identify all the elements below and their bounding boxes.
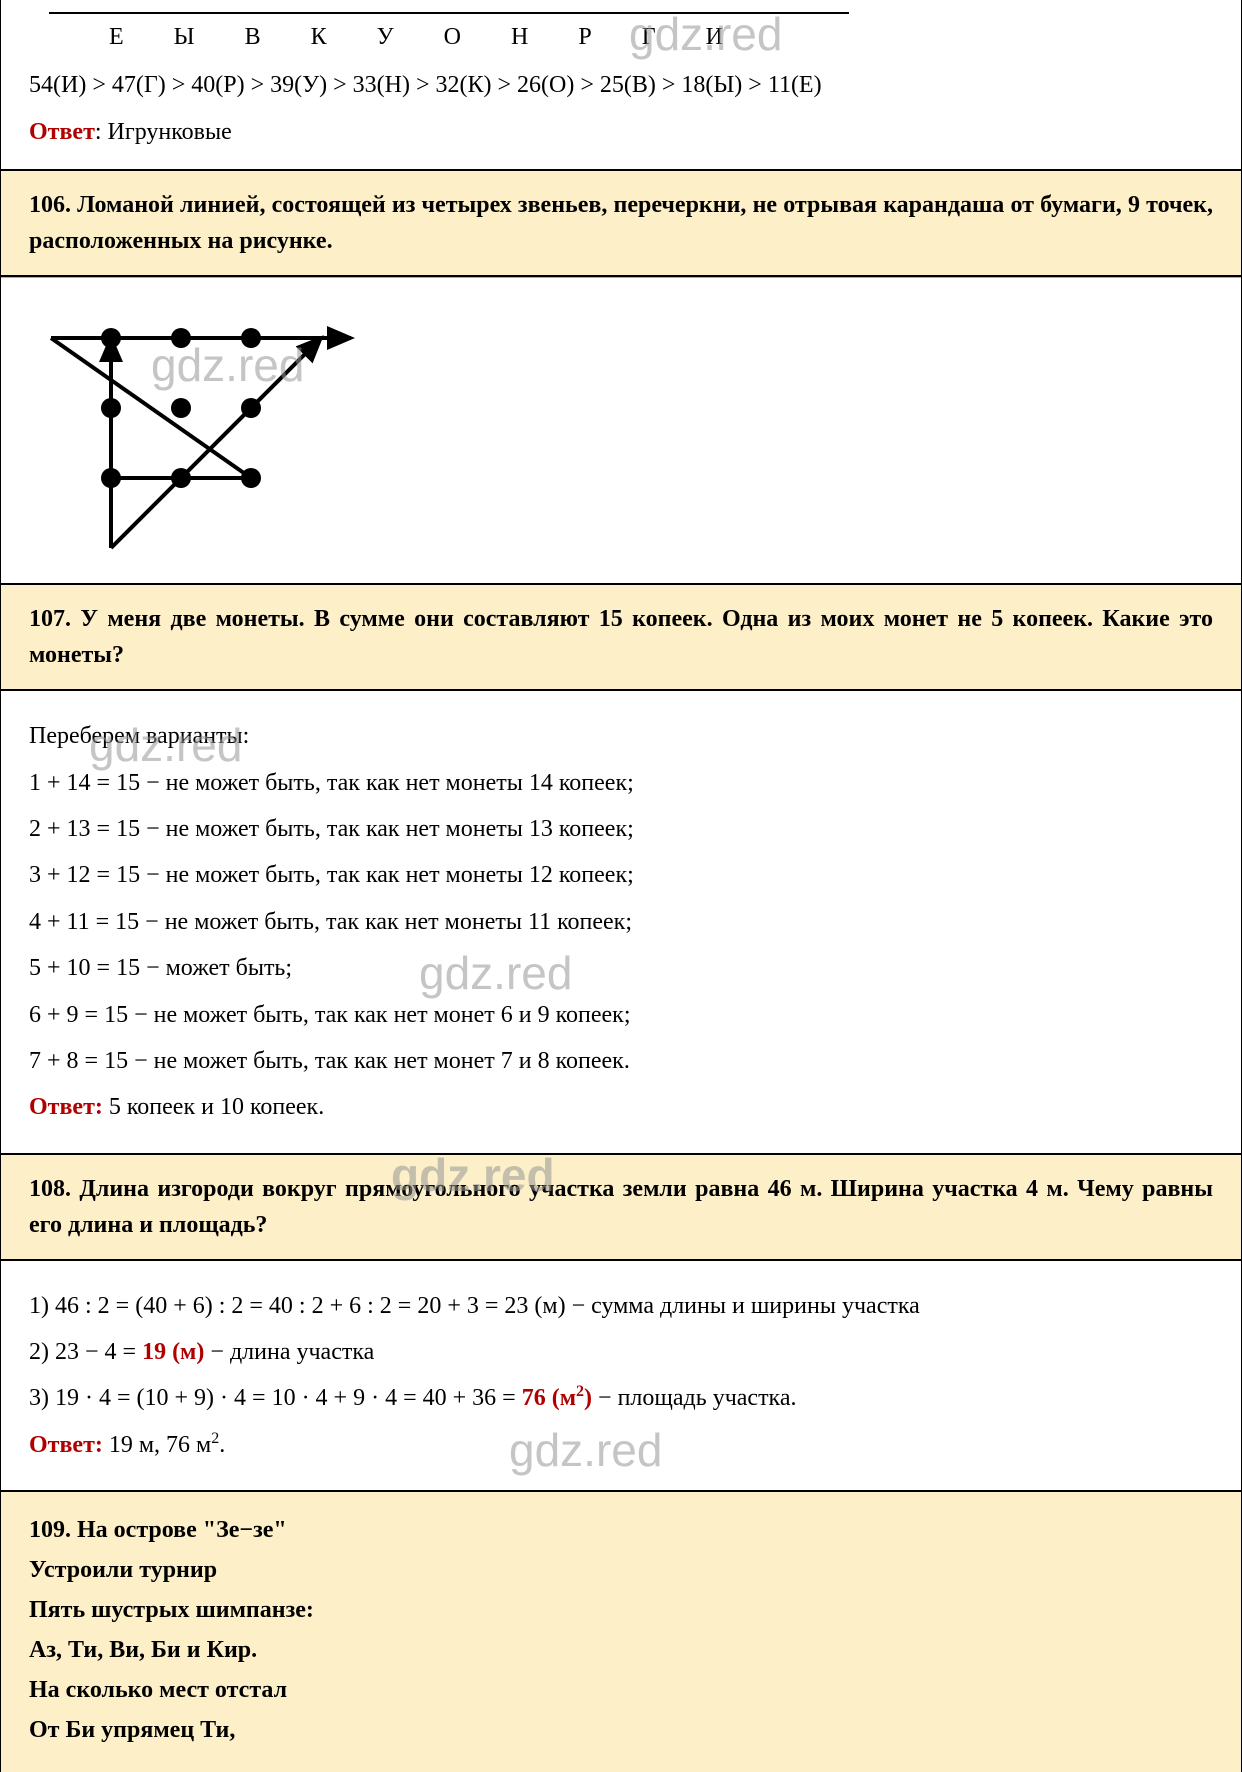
answer-label: Ответ [29,119,95,145]
answer-line: Ответ: 19 м, 76 м2. [29,1426,1213,1464]
letter: У [377,18,394,56]
solution-line: 1) 46 : 2 = (40 + 6) : 2 = 40 : 2 + 6 : … [29,1287,1213,1325]
letter-row: Е Ы В К У О Н Р Г И [29,18,1213,56]
solution-line: 3) 19 · 4 = (10 + 9) · 4 = 10 · 4 + 9 · … [29,1379,1213,1417]
text: − площадь участка. [592,1385,796,1411]
answer-label: Ответ: [29,1432,103,1458]
letter: О [444,18,461,56]
answer-text: : Игрунковые [95,119,232,145]
highlight: 76 (м2) [522,1385,592,1411]
poem-line: От Би упрямец Ти, [29,1712,1213,1748]
solution-line: 7 + 8 = 15 − не может быть, так как нет … [29,1042,1213,1080]
divider [49,12,849,14]
poem-line: На сколько мест отстал [29,1672,1213,1708]
intro-line: Переберем варианты: [29,717,1213,755]
nine-dots-svg [21,288,381,568]
answer-text: 5 копеек и 10 копеек. [103,1094,324,1120]
diagram-106 [1,277,1241,583]
letter: Г [642,18,656,56]
solution-line: 2 + 13 = 15 − не может быть, так как нет… [29,810,1213,848]
letter: В [245,18,261,56]
question-text: 106. Ломаной линией, состоящей из четыре… [29,192,1213,254]
letter: Ы [174,18,195,56]
question-text: 108. Длина изгороди вокруг прямоугольног… [29,1176,1213,1238]
letter: И [706,18,723,56]
letter: Р [578,18,591,56]
solution-108: 1) 46 : 2 = (40 + 6) : 2 = 40 : 2 + 6 : … [1,1261,1241,1491]
highlight: 19 (м) [142,1339,204,1365]
solution-line: 4 + 11 = 15 − не может быть, так как нет… [29,903,1213,941]
question-text: 107. У меня две монеты. В сумме они сост… [29,606,1213,668]
poem-line: Устроили турнир [29,1552,1213,1588]
inequality-line: 54(И) > 47(Г) > 40(Р) > 39(У) > 33(Н) > … [29,66,1213,104]
poem-line: Аз, Ти, Ви, Би и Кир. [29,1632,1213,1668]
poem-line: Пять шустрых шимпанзе: [29,1592,1213,1628]
answer-line: Ответ: Игрунковые [29,113,1213,151]
question-108: 108. Длина изгороди вокруг прямоугольног… [1,1153,1241,1261]
text: − длина участка [204,1339,374,1365]
solution-line: 3 + 12 = 15 − не может быть, так как нет… [29,856,1213,894]
question-106: 106. Ломаной линией, состоящей из четыре… [1,169,1241,277]
poem-line: 109. На острове "Зе−зе" [29,1512,1213,1548]
solution-line: 5 + 10 = 15 − может быть; [29,949,1213,987]
solution-line: 2) 23 − 4 = 19 (м) − длина участка [29,1333,1213,1371]
answer-line: Ответ: 5 копеек и 10 копеек. [29,1088,1213,1126]
letter: К [311,18,327,56]
letter: Е [109,18,124,56]
solution-line: 6 + 9 = 15 − не может быть, так как нет … [29,996,1213,1034]
solution-107: Переберем варианты: 1 + 14 = 15 − не мож… [1,691,1241,1153]
letter: Н [511,18,528,56]
question-109: 109. На острове "Зе−зе" Устроили турнир … [1,1490,1241,1772]
answer-text: 19 м, 76 м2. [103,1432,225,1458]
answer-label: Ответ: [29,1094,103,1120]
text: 3) 19 · 4 = (10 + 9) · 4 = 10 · 4 + 9 · … [29,1385,522,1411]
solution-line: 1 + 14 = 15 − не может быть, так как нет… [29,764,1213,802]
text: 2) 23 − 4 = [29,1339,142,1365]
question-107: 107. У меня две монеты. В сумме они сост… [1,583,1241,691]
